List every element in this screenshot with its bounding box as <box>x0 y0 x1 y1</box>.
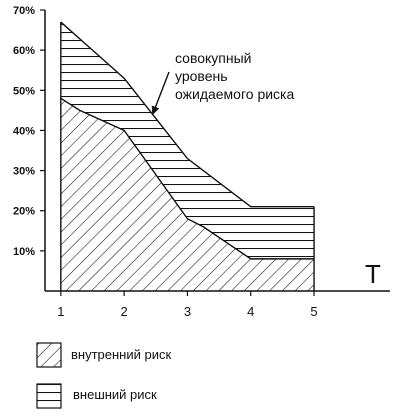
annotation-arrow <box>151 71 170 116</box>
x-ticks: 1 2 3 4 5 <box>57 291 318 319</box>
x-tick-label: 5 <box>310 304 317 319</box>
legend-swatch-horizontal <box>36 383 62 409</box>
y-tick-label: 30% <box>13 166 35 178</box>
y-tick-label: 20% <box>13 206 35 218</box>
x-tick-label: 4 <box>247 304 254 319</box>
area-internal-risk <box>60 98 315 291</box>
y-tick-label: 70% <box>13 5 35 17</box>
annotation-text-line: уровень <box>175 68 228 84</box>
legend-label-external: внешний риск <box>73 387 157 402</box>
legend-swatch-diagonal <box>36 342 62 368</box>
x-tick-label: 3 <box>184 304 191 319</box>
annotation-text-line: совокупный <box>175 50 252 66</box>
annotation-text-line: ожидаемого риска <box>175 86 294 102</box>
legend-item-external: внешний риск <box>36 383 157 409</box>
legend: внутренний риск внешний риск <box>36 342 171 409</box>
y-tick-label: 50% <box>13 85 35 97</box>
legend-item-internal: внутренний риск <box>36 342 171 368</box>
x-tick-label: 1 <box>57 304 64 319</box>
line-total-risk <box>60 21 315 208</box>
annotation: совокупный уровень ожидаемого риска <box>151 50 294 116</box>
line-internal-risk <box>60 97 315 260</box>
x-tick-label: 2 <box>121 304 128 319</box>
y-ticks: 10% 20% 30% 40% 50% 60% 70% <box>13 5 45 258</box>
x-axis-label: T <box>365 259 381 289</box>
plot-area <box>60 21 315 291</box>
y-tick-label: 40% <box>13 125 35 137</box>
legend-label-internal: внутренний риск <box>71 347 171 362</box>
area-external-risk <box>60 22 315 259</box>
y-tick-label: 10% <box>13 246 35 258</box>
y-tick-label: 60% <box>13 45 35 57</box>
